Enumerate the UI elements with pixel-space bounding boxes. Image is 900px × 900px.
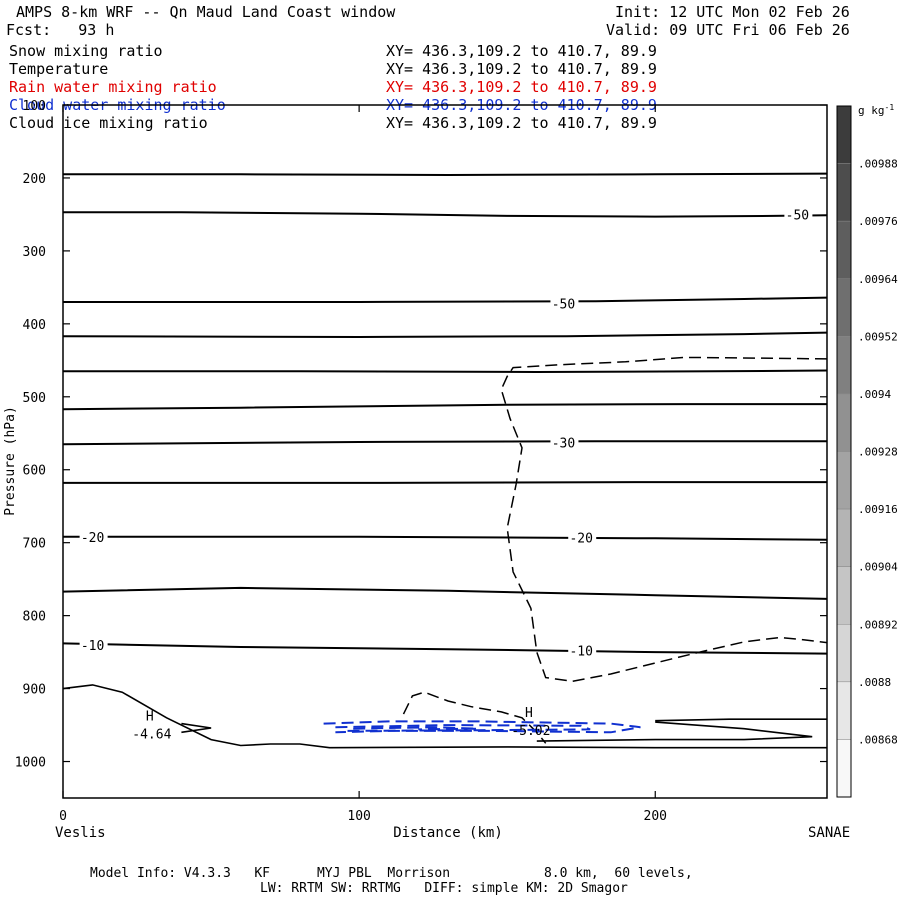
temperature-isotherm — [62, 331, 828, 339]
colorbar-segment — [836, 508, 852, 567]
x-tick-label: 100 — [347, 809, 370, 824]
field-xy-snow: XY= 436.3,109.2 to 410.7, 89.9 — [386, 42, 657, 60]
extremum-value: -5.02 — [511, 724, 550, 739]
colorbar-label: .00868 — [858, 733, 898, 746]
forecast-hour: Fcst: 93 h — [6, 21, 115, 39]
low-level-contour — [62, 684, 827, 749]
colorbar-label: .00892 — [858, 618, 898, 631]
x-tick-label: 0 — [59, 809, 67, 824]
y-tick-label: 300 — [23, 245, 46, 260]
colorbar-segment — [836, 163, 852, 222]
temperature-isotherm — [62, 440, 827, 446]
temperature-contour-label: -20 — [569, 532, 592, 547]
colorbar-segment — [836, 451, 852, 510]
temperature-contour-label: -50 — [786, 208, 809, 223]
y-tick-label: 900 — [23, 683, 46, 698]
temperature-isotherm — [62, 586, 828, 600]
field-xy-cloud-ice: XY= 436.3,109.2 to 410.7, 89.9 — [386, 114, 657, 132]
field-name-temperature: Temperature — [9, 60, 109, 78]
y-tick-label: 600 — [23, 464, 46, 479]
x-endpoint-left: Veslis — [55, 825, 106, 841]
colorbar-segment — [836, 681, 852, 740]
contour-label-bg — [568, 642, 597, 658]
colorbar-label: .0094 — [858, 388, 891, 401]
extremum-marker: H — [146, 710, 154, 725]
low-level-contour — [536, 721, 813, 742]
contour-label-bg — [550, 295, 579, 311]
colorbar-label: .00916 — [858, 503, 898, 516]
temperature-isotherm — [63, 211, 828, 218]
temperature-isotherm — [63, 172, 828, 177]
field-xy-rain: XY= 436.3,109.2 to 410.7, 89.9 — [386, 78, 657, 96]
init-time: Init: 12 UTC Mon 02 Feb 26 — [615, 3, 850, 21]
temperature-contour-label: -10 — [569, 645, 592, 660]
chart-title: AMPS 8-km WRF -- Qn Maud Land Coast wind… — [16, 3, 396, 21]
colorbar-segment — [836, 566, 852, 625]
cloud-water-contour — [335, 724, 591, 732]
contour-label-bg — [784, 206, 813, 222]
field-name-cloud-ice: Cloud ice mixing ratio — [9, 114, 208, 132]
colorbar-segment — [836, 278, 852, 337]
temperature-isotherm — [63, 296, 828, 303]
y-tick-label: 1000 — [15, 756, 46, 771]
model-info-line2: LW: RRTM SW: RRTMG DIFF: simple KM: 2D S… — [260, 881, 628, 896]
colorbar-label: .0088 — [858, 676, 891, 689]
snow-contour — [402, 691, 547, 744]
cloud-water-contour — [323, 720, 641, 734]
colorbar: .00988 .00976 .00964 .00952 .0094 .00928 .0091… — [836, 105, 898, 798]
low-level-contour — [655, 718, 827, 722]
colorbar-label: .00928 — [858, 446, 898, 459]
colorbar-segment — [836, 393, 852, 452]
temperature-isotherm — [62, 403, 827, 411]
x-axis-label: Distance (km) — [393, 825, 503, 841]
extremum-value: -4.64 — [132, 728, 171, 743]
contour-label-bg — [79, 636, 108, 652]
colorbar-segment — [836, 105, 852, 164]
colorbar-unit: g kg-1 — [858, 103, 894, 117]
contour-label-bg — [568, 529, 597, 545]
cloud-water-contour — [353, 726, 478, 731]
contour-label-bg — [550, 434, 579, 450]
colorbar-label: .00988 — [858, 158, 898, 171]
colorbar-label: .00976 — [858, 215, 898, 228]
colorbar-segment — [836, 336, 852, 395]
field-xy-temperature: XY= 436.3,109.2 to 410.7, 89.9 — [386, 60, 657, 78]
field-name-rain: Rain water mixing ratio — [9, 78, 217, 96]
y-tick-label: 800 — [23, 610, 46, 625]
temperature-contour-label: -30 — [552, 437, 575, 452]
y-tick-label: 100 — [23, 99, 46, 114]
x-tick-label: 200 — [644, 809, 667, 824]
valid-time: Valid: 09 UTC Fri 06 Feb 26 — [606, 21, 850, 39]
temperature-isotherm — [63, 481, 827, 484]
colorbar-label: .00964 — [858, 273, 898, 286]
temperature-isotherm — [63, 369, 828, 374]
temperature-isotherm — [63, 535, 828, 541]
colorbar-label: .00952 — [858, 330, 898, 343]
x-endpoint-right: SANAE — [808, 825, 850, 841]
temperature-contour-label: -50 — [552, 297, 575, 312]
y-tick-label: 700 — [23, 537, 46, 552]
extremum-marker: H — [525, 706, 533, 721]
contour-label-bg — [79, 528, 108, 544]
colorbar-segment — [836, 739, 852, 798]
model-info-line1: Model Info: V4.3.3 KF MYJ PBL Morrison 8… — [90, 866, 693, 881]
temperature-contour-label: -20 — [81, 531, 104, 546]
snow-contour — [500, 356, 828, 683]
y-tick-label: 500 — [23, 391, 46, 406]
colorbar-frame — [836, 105, 852, 798]
y-tick-label: 400 — [23, 318, 46, 333]
colorbar-segment — [836, 220, 852, 280]
colorbar-label: .00904 — [858, 561, 898, 574]
field-name-snow: Snow mixing ratio — [9, 42, 163, 60]
low-level-contour — [181, 722, 212, 734]
temperature-isotherm — [62, 642, 828, 655]
y-axis-label: Pressure (hPa) — [3, 406, 18, 516]
plot-frame — [62, 104, 828, 799]
temperature-contour-label: -10 — [81, 639, 104, 654]
y-tick-label: 200 — [23, 172, 46, 187]
colorbar-segment — [836, 624, 852, 683]
